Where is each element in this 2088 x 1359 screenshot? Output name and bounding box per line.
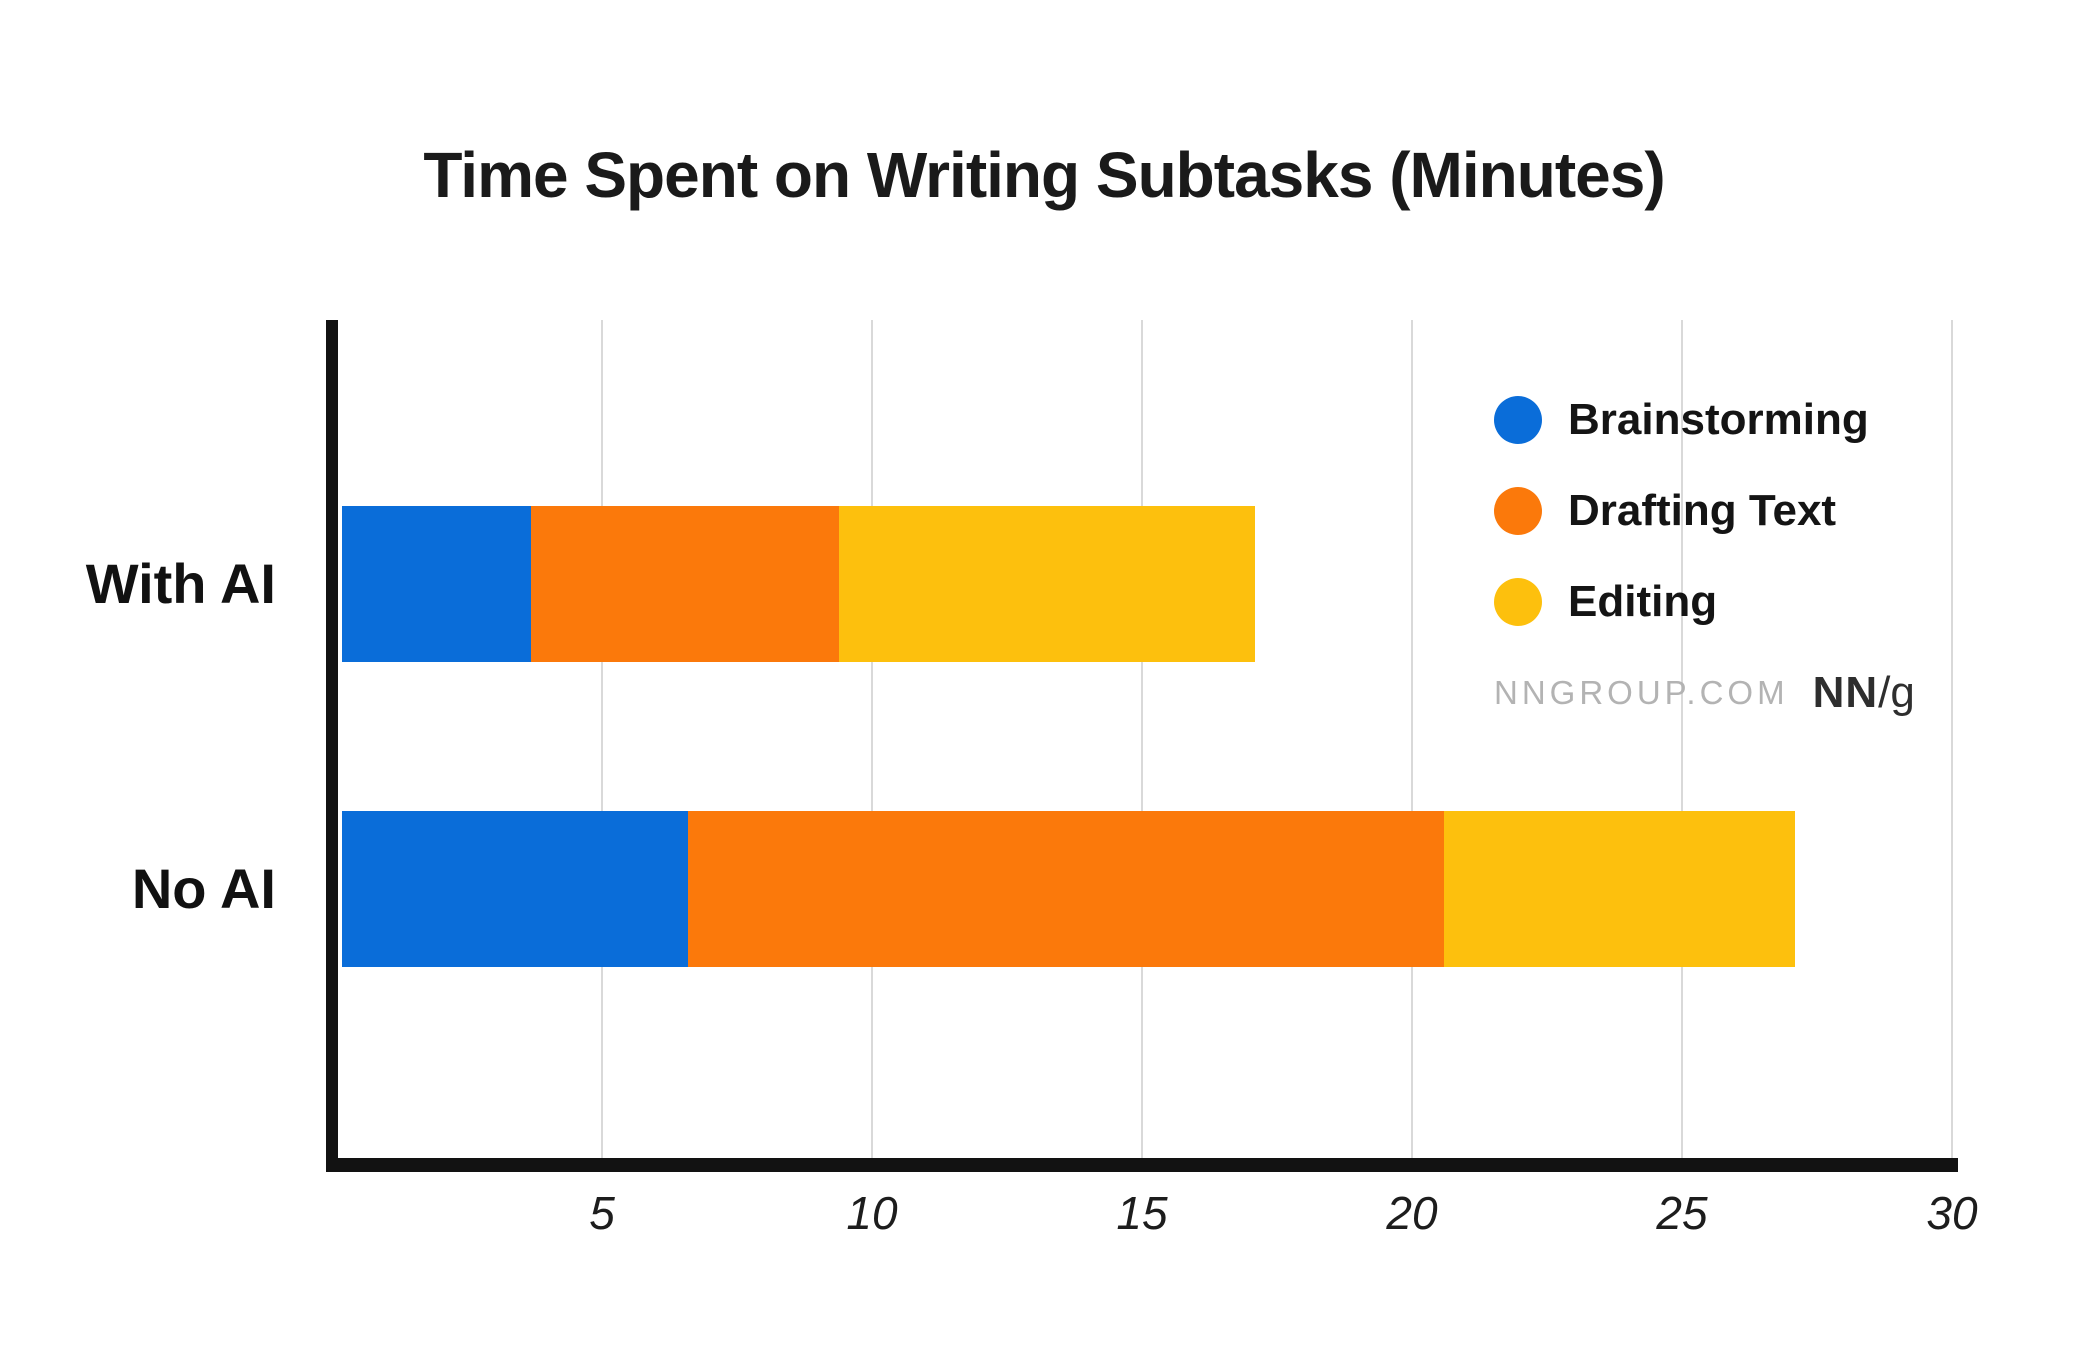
bar-segment-with-ai-editing xyxy=(838,506,1255,662)
nngroup-url-text: NNGROUP.COM xyxy=(1494,674,1789,711)
gridline-25 xyxy=(1681,320,1683,1158)
plot-area: 5 10 15 20 25 30 xyxy=(326,320,1978,1239)
source-attribution: NNGROUP.COM NN/g xyxy=(1494,668,1915,718)
chart-title: Time Spent on Writing Subtasks (Minutes) xyxy=(423,139,1665,211)
bar-segment-with-ai-drafting-text xyxy=(531,506,839,662)
x-tick-label-25: 25 xyxy=(1656,1187,1708,1239)
gridline-20 xyxy=(1411,320,1413,1158)
legend-swatch-brainstorming-icon xyxy=(1494,396,1542,444)
bar-segment-no-ai-brainstorming xyxy=(342,811,688,967)
legend-label-drafting-text: Drafting Text xyxy=(1568,486,1837,535)
category-label-with-ai: With AI xyxy=(85,552,276,615)
legend: Brainstorming Drafting Text Editing xyxy=(1494,392,1869,630)
nng-logo: NN/g xyxy=(1813,668,1915,718)
nng-logo-slash-g: /g xyxy=(1878,668,1915,717)
x-axis-line xyxy=(326,1158,1958,1172)
x-tick-label-10: 10 xyxy=(846,1187,898,1239)
bar-segment-with-ai-brainstorming xyxy=(342,506,531,662)
gridline-5 xyxy=(601,320,603,1158)
gridline-15 xyxy=(1141,320,1143,1158)
legend-item-drafting-text: Drafting Text xyxy=(1494,483,1869,539)
category-label-no-ai: No AI xyxy=(131,857,276,920)
x-tick-label-20: 20 xyxy=(1386,1187,1438,1239)
x-tick-label-30: 30 xyxy=(1926,1187,1978,1239)
legend-swatch-drafting-text-icon xyxy=(1494,487,1542,535)
legend-swatch-editing-icon xyxy=(1494,578,1542,626)
gridline-30 xyxy=(1951,320,1953,1158)
x-tick-label-15: 15 xyxy=(1116,1187,1168,1239)
bar-row-no-ai xyxy=(332,811,1952,967)
legend-label-brainstorming: Brainstorming xyxy=(1568,395,1869,444)
legend-item-brainstorming: Brainstorming xyxy=(1494,392,1869,448)
bar-row-with-ai xyxy=(332,506,1952,662)
legend-item-editing: Editing xyxy=(1494,574,1869,630)
bar-segment-no-ai-editing xyxy=(1443,811,1795,967)
x-tick-label-5: 5 xyxy=(589,1187,615,1239)
bar-segment-no-ai-drafting-text xyxy=(687,811,1444,967)
gridline-10 xyxy=(871,320,873,1158)
nng-logo-nn: NN xyxy=(1812,668,1879,717)
legend-label-editing: Editing xyxy=(1568,577,1718,626)
y-axis-line xyxy=(326,320,338,1172)
